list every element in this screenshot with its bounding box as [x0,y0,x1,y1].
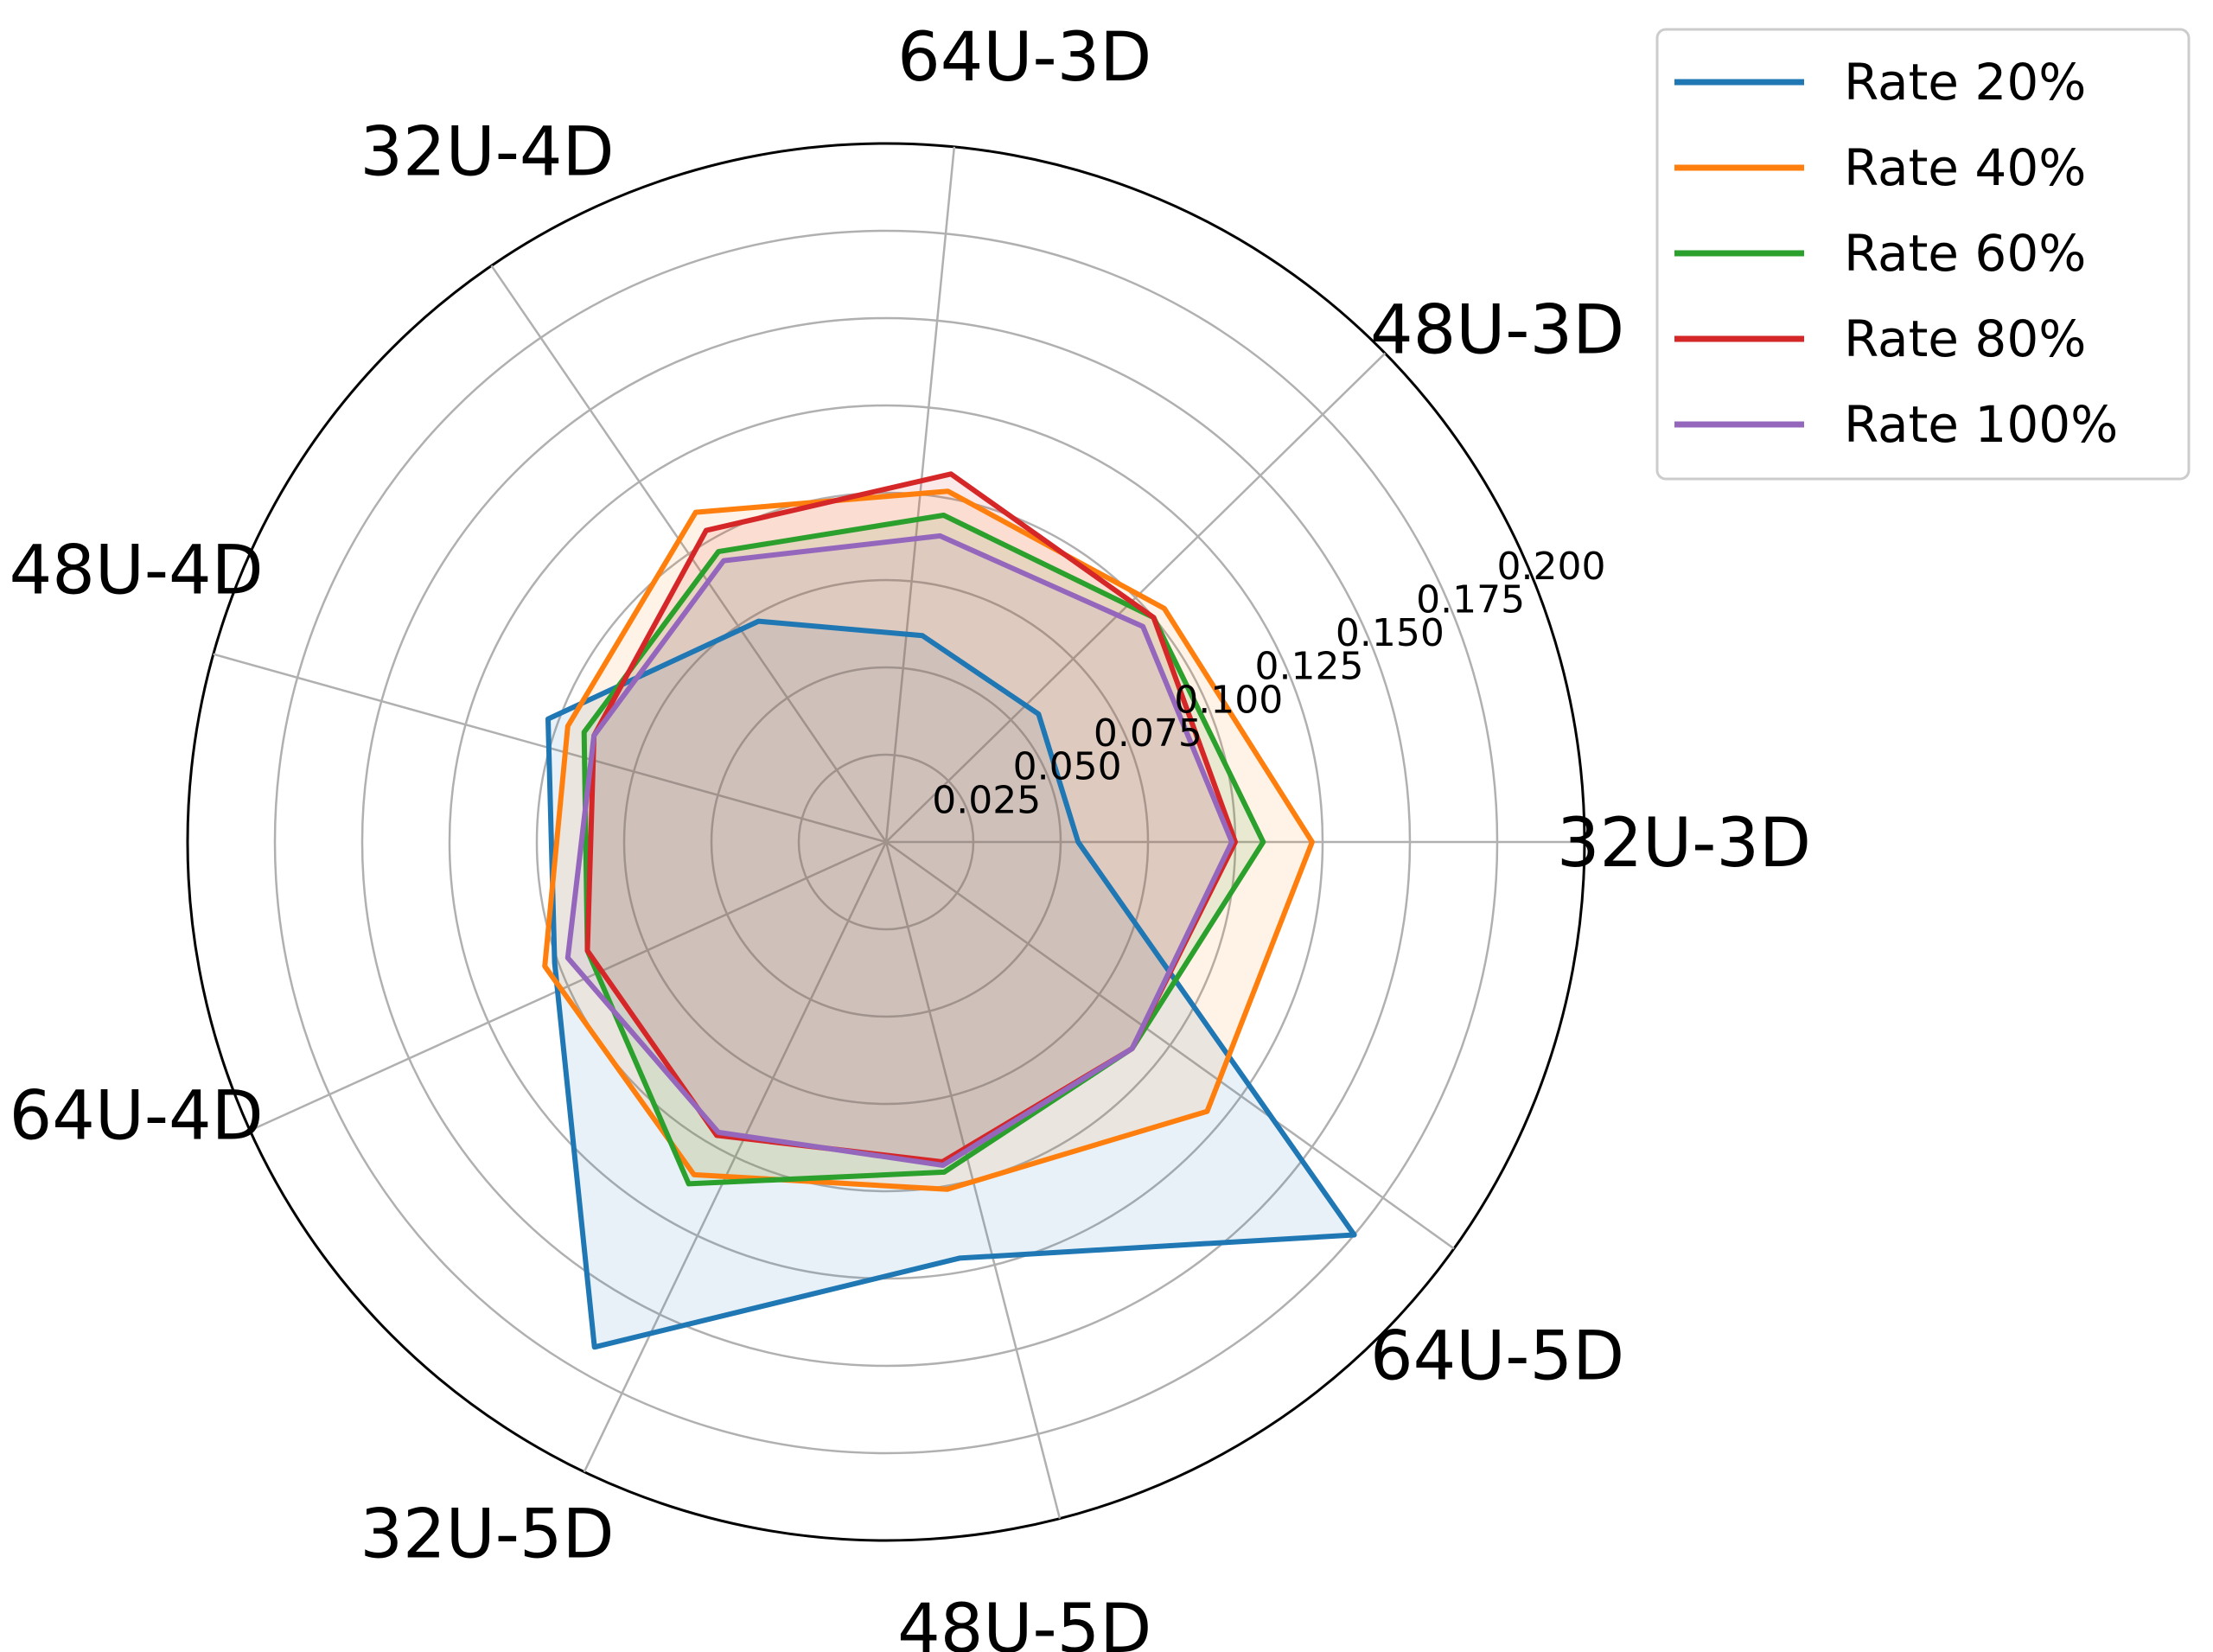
axis-label: 48U-4D [10,532,264,609]
legend: Rate 20% Rate 40% Rate 60% Rate 80% Rate 100… [1657,29,2189,479]
radar-chart: 0.0250.0500.0750.1000.1250.1500.1750.200… [0,0,2213,1652]
axis-label: 32U-3D [1557,805,1811,883]
axis-label: 32U-4D [360,114,614,192]
axis-label: 32U-5D [360,1496,614,1573]
legend-label: Rate 40% [1844,138,2086,197]
axis-label: 64U-5D [1370,1317,1624,1395]
radial-tick-label: 0.200 [1496,545,1605,589]
legend-label: Rate 20% [1844,53,2086,112]
legend-label: Rate 80% [1844,309,2086,368]
axis-label: 48U-5D [897,1591,1151,1652]
legend-label: Rate 100% [1844,395,2118,454]
legend-label: Rate 60% [1844,224,2086,283]
axis-label: 48U-3D [1370,292,1624,370]
axis-label: 64U-4D [10,1078,264,1156]
axis-label: 64U-3D [897,19,1151,97]
